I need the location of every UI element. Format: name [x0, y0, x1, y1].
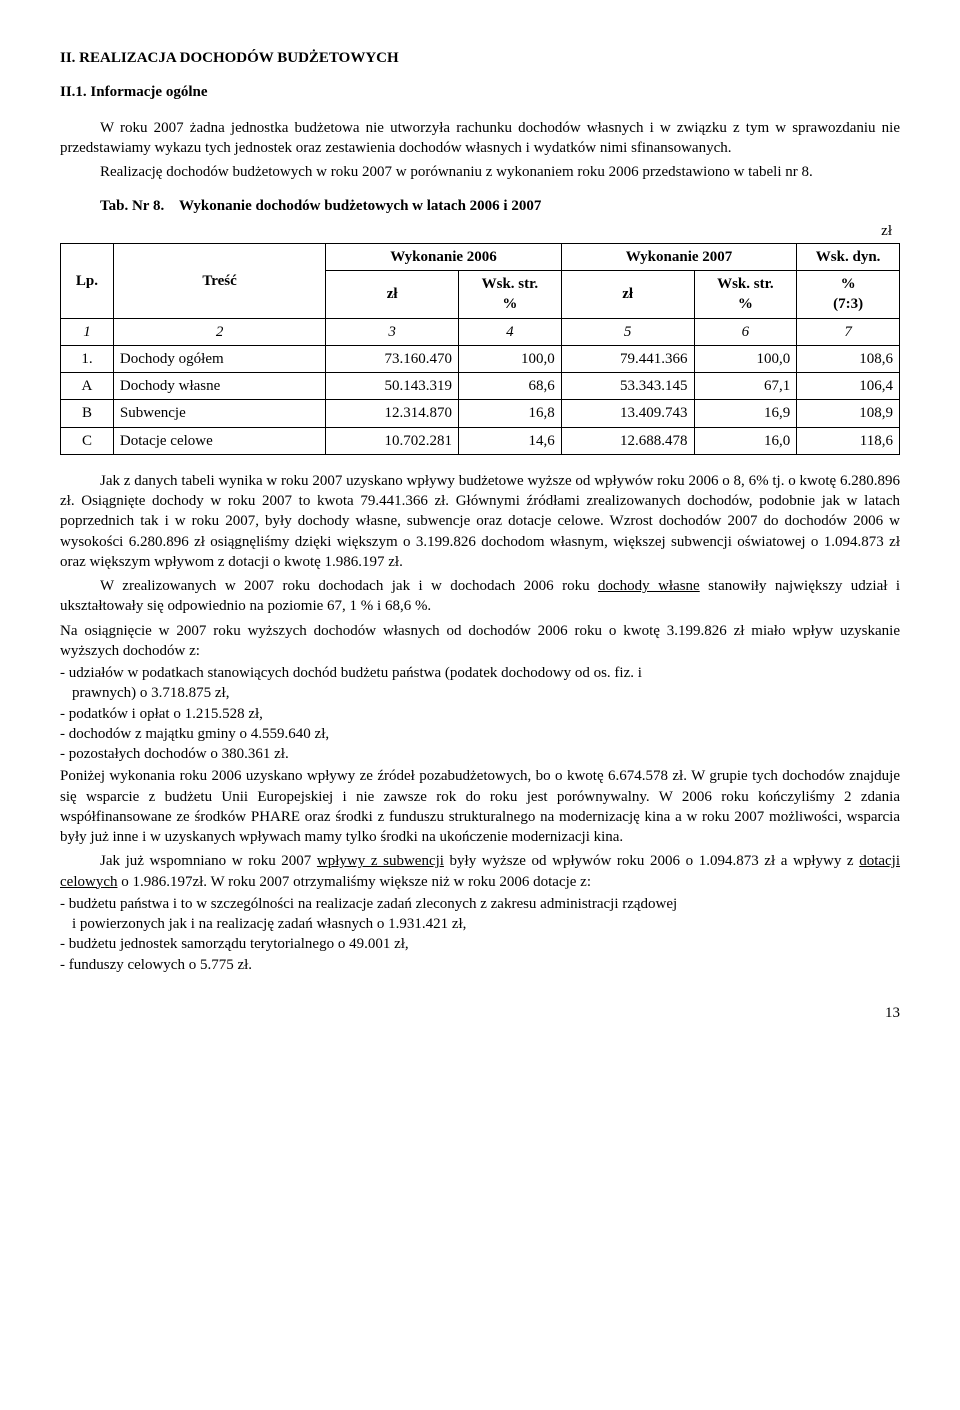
cell-p2: 16,9	[694, 400, 797, 427]
th-wyk2007: Wykonanie 2007	[561, 243, 796, 270]
cell-dyn: 118,6	[797, 427, 900, 454]
colnum-7: 7	[797, 318, 900, 345]
bullet: - funduszy celowych o 5.775 zł.	[60, 955, 900, 975]
paragraph-1: W roku 2007 żadna jednostka budżetowa ni…	[60, 118, 900, 159]
th-pct: % (7:3)	[797, 271, 900, 319]
cell-dyn: 108,6	[797, 345, 900, 372]
paragraph-2: Realizację dochodów budżetowych w roku 2…	[60, 162, 900, 182]
cell-p1: 16,8	[459, 400, 562, 427]
table-header-row-1: Lp. Treść Wykonanie 2006 Wykonanie 2007 …	[61, 243, 900, 270]
cell-p2: 16,0	[694, 427, 797, 454]
paragraph-7: Jak już wspomniano w roku 2007 wpływy z …	[60, 851, 900, 892]
colnum-3: 3	[326, 318, 459, 345]
cell-name: Subwencje	[113, 400, 325, 427]
table-row: 1. Dochody ogółem 73.160.470 100,0 79.44…	[61, 345, 900, 372]
table-caption-label: Tab. Nr 8.	[100, 198, 164, 214]
table-caption-text: Wykonanie dochodów budżetowych w latach …	[179, 198, 541, 214]
cell-v1: 73.160.470	[326, 345, 459, 372]
cell-v1: 10.702.281	[326, 427, 459, 454]
colnum-5: 5	[561, 318, 694, 345]
p7b: były wyższe od wpływów roku 2006 o 1.094…	[444, 853, 859, 869]
bullet-cont: prawnych) o 3.718.875 zł,	[72, 683, 900, 703]
p7c: o 1.986.197zł. W roku 2007 otrzymaliśmy …	[117, 874, 591, 890]
cell-lp: A	[61, 373, 114, 400]
cell-v1: 12.314.870	[326, 400, 459, 427]
th-zl1: zł	[326, 271, 459, 319]
table-row: B Subwencje 12.314.870 16,8 13.409.743 1…	[61, 400, 900, 427]
cell-dyn: 106,4	[797, 373, 900, 400]
th-wsk1: Wsk. str. %	[459, 271, 562, 319]
cell-p2: 67,1	[694, 373, 797, 400]
p7a: Jak już wspomniano w roku 2007	[100, 853, 317, 869]
p4-underline: dochody własne	[598, 578, 700, 594]
th-wyk2006: Wykonanie 2006	[326, 243, 561, 270]
page-number: 13	[60, 1003, 900, 1023]
paragraph-4: W zrealizowanych w 2007 roku dochodach j…	[60, 576, 900, 617]
colnum-1: 1	[61, 318, 114, 345]
section-header: II. REALIZACJA DOCHODÓW BUDŻETOWYCH	[60, 48, 900, 68]
p7-u1: wpływy z subwencji	[317, 853, 444, 869]
cell-lp: C	[61, 427, 114, 454]
cell-v2: 53.343.145	[561, 373, 694, 400]
sub-header: II.1. Informacje ogólne	[60, 82, 900, 102]
bullet: - dochodów z majątku gminy o 4.559.640 z…	[60, 724, 900, 744]
paragraph-5: Na osiągnięcie w 2007 roku wyższych doch…	[60, 621, 900, 662]
cell-v2: 79.441.366	[561, 345, 694, 372]
table-row: A Dochody własne 50.143.319 68,6 53.343.…	[61, 373, 900, 400]
data-table: Lp. Treść Wykonanie 2006 Wykonanie 2007 …	[60, 243, 900, 455]
cell-name: Dochody ogółem	[113, 345, 325, 372]
cell-p1: 14,6	[459, 427, 562, 454]
cell-lp: 1.	[61, 345, 114, 372]
cell-p1: 100,0	[459, 345, 562, 372]
cell-name: Dochody własne	[113, 373, 325, 400]
bullet: - udziałów w podatkach stanowiących doch…	[60, 663, 900, 683]
cell-v2: 12.688.478	[561, 427, 694, 454]
paragraph-6: Poniżej wykonania roku 2006 uzyskano wpł…	[60, 766, 900, 847]
cell-v1: 50.143.319	[326, 373, 459, 400]
colnum-6: 6	[694, 318, 797, 345]
table-row: C Dotacje celowe 10.702.281 14,6 12.688.…	[61, 427, 900, 454]
bullet: - budżetu jednostek samorządu terytorial…	[60, 934, 900, 954]
cell-name: Dotacje celowe	[113, 427, 325, 454]
th-lp: Lp.	[61, 243, 114, 318]
bullet-cont: i powierzonych jak i na realizację zadań…	[72, 914, 900, 934]
th-wsk2: Wsk. str. %	[694, 271, 797, 319]
table-colnum-row: 1 2 3 4 5 6 7	[61, 318, 900, 345]
th-wskdyn: Wsk. dyn.	[797, 243, 900, 270]
bullet: - podatków i opłat o 1.215.528 zł,	[60, 704, 900, 724]
colnum-4: 4	[459, 318, 562, 345]
cell-p2: 100,0	[694, 345, 797, 372]
table-caption: Tab. Nr 8. Wykonanie dochodów budżetowyc…	[100, 196, 900, 216]
th-tresc: Treść	[113, 243, 325, 318]
cell-v2: 13.409.743	[561, 400, 694, 427]
table-unit: zł	[60, 221, 892, 241]
th-zl2: zł	[561, 271, 694, 319]
colnum-2: 2	[113, 318, 325, 345]
cell-p1: 68,6	[459, 373, 562, 400]
cell-dyn: 108,9	[797, 400, 900, 427]
cell-lp: B	[61, 400, 114, 427]
bullet: - budżetu państwa i to w szczególności n…	[60, 894, 900, 914]
bullet: - pozostałych dochodów o 380.361 zł.	[60, 744, 900, 764]
p4a: W zrealizowanych w 2007 roku dochodach j…	[100, 578, 598, 594]
paragraph-3: Jak z danych tabeli wynika w roku 2007 u…	[60, 471, 900, 572]
